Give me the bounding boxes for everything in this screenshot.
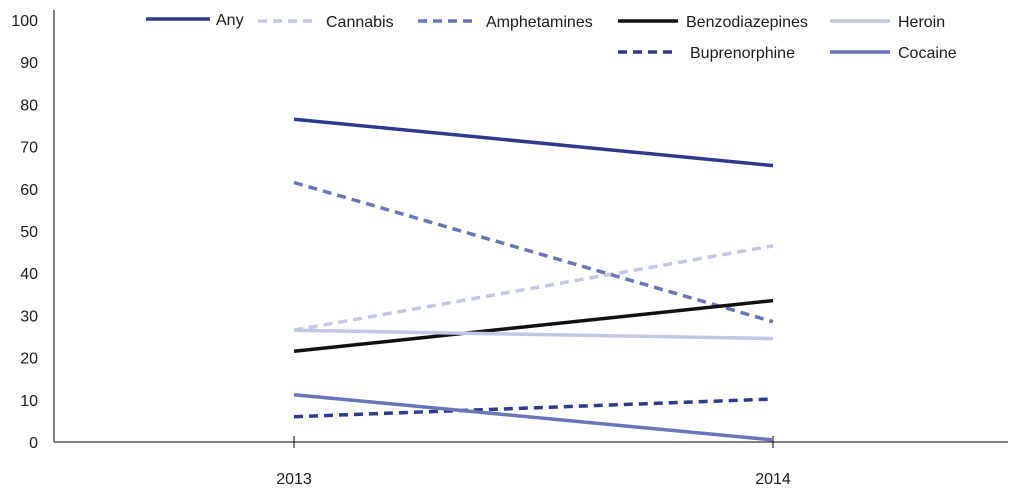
series-lines <box>293 117 774 442</box>
series-line-amphetamines <box>293 180 774 324</box>
legend-label: Heroin <box>898 14 945 31</box>
legend-label: Cannabis <box>326 14 394 31</box>
x-tick-label: 2014 <box>755 471 791 488</box>
legend-item-buprenorphine: Buprenorphine <box>618 45 795 62</box>
series-line-benzodiazepines <box>293 298 774 354</box>
y-tick-label: 80 <box>20 97 38 114</box>
y-tick-label: 30 <box>20 308 38 325</box>
y-tick-label: 100 <box>11 13 38 30</box>
legend: Any Cannabis Amphetamines Benzodiazepines He… <box>146 12 957 62</box>
legend-label: Cocaine <box>898 45 957 62</box>
series-line-cannabis <box>293 244 774 332</box>
y-tick-label: 0 <box>29 435 38 452</box>
legend-label: Amphetamines <box>486 14 593 31</box>
legend-label: Benzodiazepines <box>686 14 808 31</box>
x-tick-label: 2013 <box>276 471 312 488</box>
series-line-any <box>293 117 774 168</box>
legend-item-cannabis: Cannabis <box>258 14 394 31</box>
y-tick-label: 10 <box>20 393 38 410</box>
y-tick-label: 50 <box>20 224 38 241</box>
series-line-buprenorphine <box>293 397 774 419</box>
y-tick-label: 70 <box>20 140 38 157</box>
series-line-heroin <box>293 328 774 341</box>
legend-item-cocaine: Cocaine <box>830 45 957 62</box>
legend-label: Buprenorphine <box>690 45 795 62</box>
legend-item-any: Any <box>146 12 244 29</box>
series-line-cocaine <box>293 392 774 442</box>
legend-label: Any <box>216 12 244 29</box>
y-tick-label: 60 <box>20 182 38 199</box>
legend-item-heroin: Heroin <box>830 14 945 31</box>
x-axis: 2013 2014 <box>54 436 1008 488</box>
legend-item-benzodiazepines: Benzodiazepines <box>618 14 808 31</box>
legend-item-amphetamines: Amphetamines <box>418 14 593 31</box>
y-tick-label: 40 <box>20 266 38 283</box>
y-tick-label: 20 <box>20 351 38 368</box>
y-tick-label: 90 <box>20 55 38 72</box>
y-axis: 0 10 20 30 40 50 60 70 80 90 100 <box>11 10 55 452</box>
